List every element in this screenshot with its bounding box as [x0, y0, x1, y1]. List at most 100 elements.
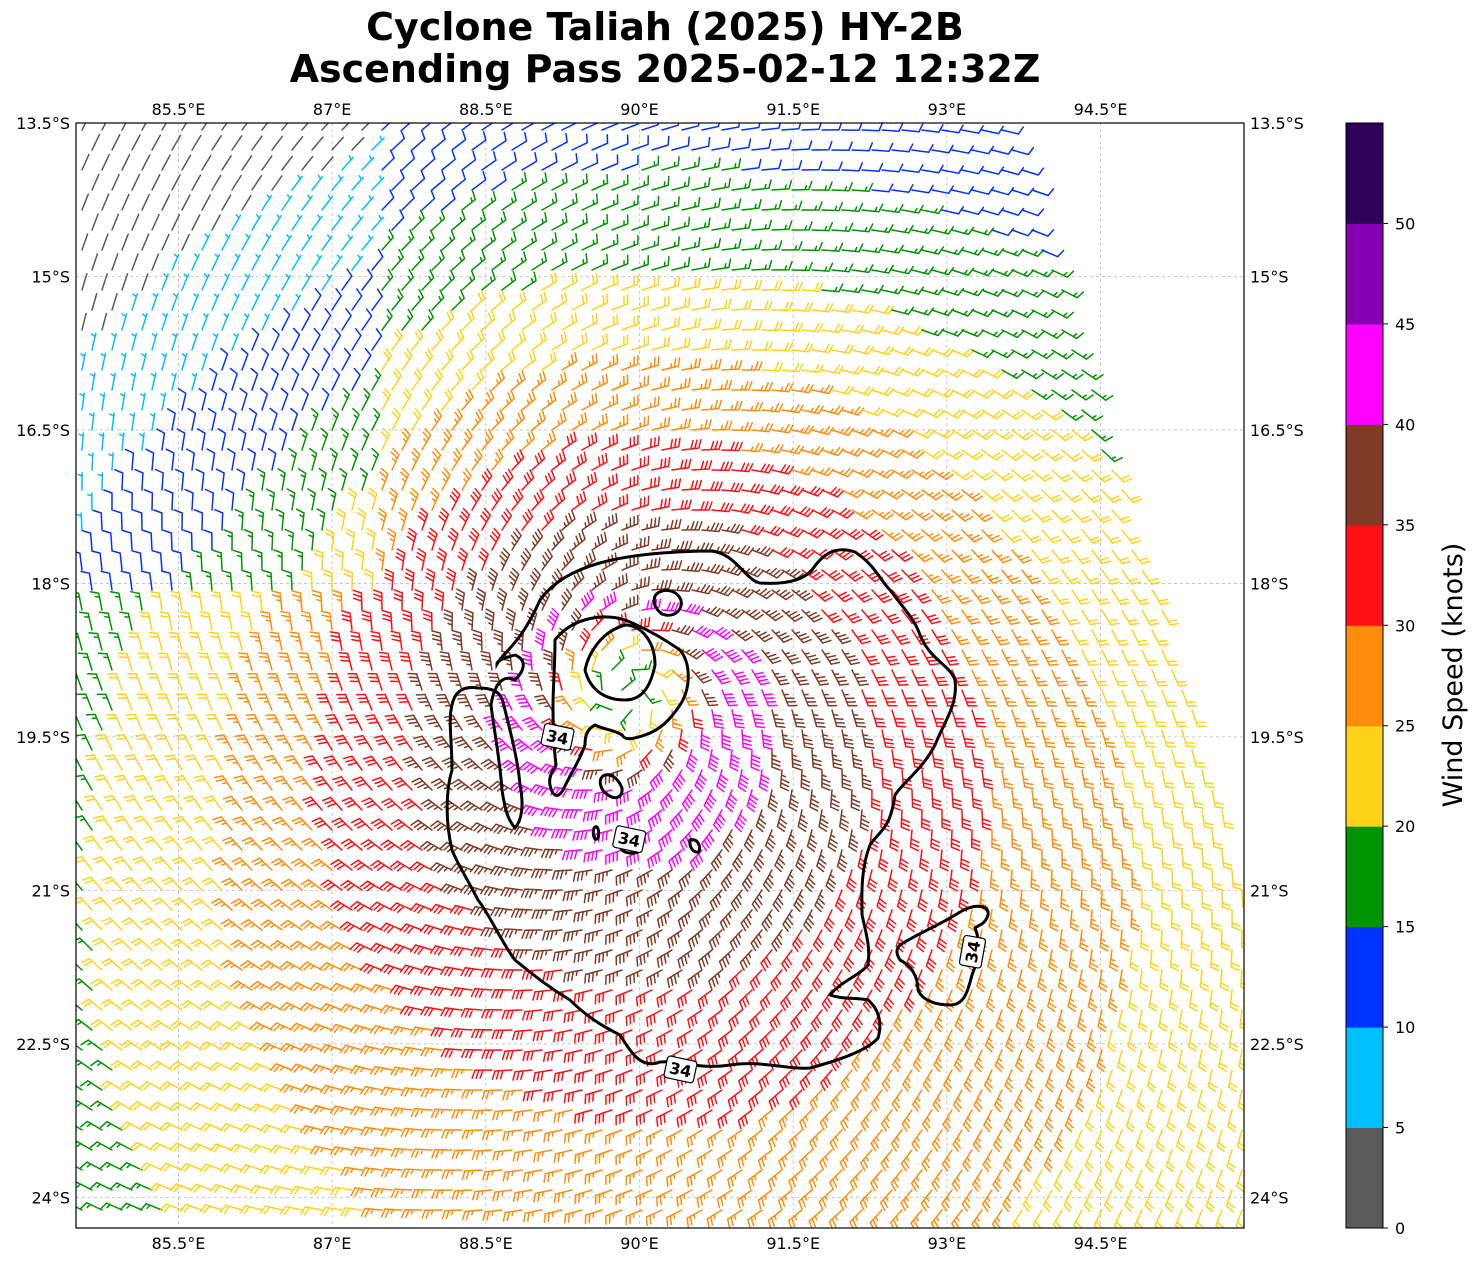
wind-barb-2244 — [299, 961, 323, 971]
wind-barb-1136 — [761, 567, 785, 579]
wind-barb-2759 — [76, 1140, 93, 1151]
wind-barb-2468 — [100, 1039, 123, 1051]
wind-barb-1963 — [530, 868, 553, 879]
wind-barb-34 — [761, 123, 781, 131]
wind-barb-1817 — [1081, 809, 1093, 830]
wind-barb-672 — [851, 386, 875, 396]
wind-barb-884 — [991, 469, 1014, 482]
wind-barb-2546 — [491, 1069, 513, 1080]
wind-barb-239 — [111, 213, 120, 231]
title-line-1: Cyclone Taliah (2025) HY-2B — [366, 5, 964, 49]
wind-barb-150 — [251, 175, 263, 191]
wind-barb-2780 — [492, 1149, 513, 1161]
wind-barb-172 — [691, 177, 711, 191]
wind-barb-2208 — [760, 949, 773, 972]
wind-barb-1706 — [1141, 769, 1155, 789]
wind-barb-2682 — [881, 1109, 893, 1132]
wind-barb-2638 — [1176, 1089, 1187, 1113]
wind-barb-1876 — [1111, 829, 1123, 851]
wind-barb-2021 — [520, 888, 543, 899]
wind-barb-293 — [221, 233, 231, 251]
wind-barb-2126 — [280, 919, 303, 931]
wind-barb-2255 — [521, 969, 543, 980]
wind-barb-2829 — [299, 1165, 323, 1176]
wind-barb-1299 — [771, 629, 793, 643]
wind-barb-2382 — [728, 1009, 743, 1030]
wind-barb-2931 — [1185, 1189, 1195, 1213]
wind-barb-688 — [140, 392, 146, 411]
wind-barb-2696 — [1166, 1109, 1176, 1133]
wind-barb-2600 — [400, 1087, 423, 1097]
wind-barb-1689 — [800, 769, 811, 792]
wind-barb-1460 — [701, 689, 719, 707]
wind-barb-1926 — [959, 849, 970, 872]
wind-barb-2385 — [790, 1009, 803, 1032]
wind-barb-2432 — [553, 1029, 573, 1043]
wind-barb-2121 — [180, 918, 203, 931]
wind-barb-2006 — [221, 877, 243, 891]
wind-barb-2223 — [1068, 949, 1078, 972]
colorbar-tick-label-9: 45 — [1395, 315, 1415, 334]
wind-barb-2196 — [511, 949, 533, 959]
contour-label-box-3 — [663, 1055, 698, 1084]
wind-barb-1322 — [128, 631, 143, 651]
wind-barb-2615 — [707, 1089, 723, 1109]
wind-barb-1264 — [1161, 609, 1180, 626]
wind-barb-1796 — [647, 809, 663, 830]
wind-barb-420 — [801, 282, 824, 292]
wind-barb-888 — [1071, 469, 1093, 483]
wind-barb-1312 — [1031, 629, 1050, 646]
wind-barb-1420 — [1011, 669, 1029, 687]
wind-barb-2054 — [1201, 889, 1212, 911]
wind-barb-630 — [1021, 369, 1045, 380]
wind-barb-1482 — [1141, 689, 1158, 707]
wind-barb-180 — [851, 182, 874, 192]
wind-barb-1284 — [463, 608, 474, 631]
wind-barb-998 — [112, 509, 123, 531]
wind-barb-1342 — [534, 628, 546, 651]
wind-barb-1109 — [212, 549, 223, 571]
contour-34-east — [895, 904, 990, 1007]
wind-barb-2915 — [859, 1189, 873, 1211]
colorbar-tick-label-7: 35 — [1395, 516, 1415, 535]
wind-barb-391 — [221, 273, 230, 291]
wind-barb-511 — [641, 315, 660, 331]
wind-barb-1191 — [791, 589, 814, 602]
wind-barb-926 — [781, 485, 805, 496]
wind-barb-1173 — [425, 568, 436, 591]
wind-barb-141 — [1021, 167, 1045, 176]
wind-barb-976 — [731, 503, 754, 514]
wind-barb-1549 — [225, 713, 243, 731]
wind-barb-2520 — [1157, 1049, 1167, 1073]
wind-barb-2045 — [1019, 889, 1030, 912]
wind-barb-1693 — [881, 769, 893, 791]
wind-barb-493 — [281, 307, 291, 331]
wind-barb-1995 — [1191, 869, 1202, 891]
wind-barb-1218 — [230, 590, 243, 611]
wind-barb-1081 — [731, 544, 755, 556]
wind-barb-2574 — [1065, 1069, 1075, 1093]
wind-barb-126 — [721, 158, 742, 171]
wind-barb-30 — [681, 123, 700, 131]
wind-barb-2275 — [935, 969, 945, 993]
wind-barb-1783 — [381, 797, 403, 811]
wind-barbs — [76, 123, 1244, 1228]
wind-barb-2683 — [901, 1109, 913, 1132]
wind-barb-2672 — [676, 1109, 693, 1128]
wind-barb-2816 — [1226, 1149, 1236, 1173]
wind-barb-1738 — [637, 789, 653, 810]
wind-barb-2409 — [90, 1019, 113, 1031]
wind-barb-2934 — [76, 1206, 83, 1211]
wind-barb-2971 — [808, 1209, 823, 1228]
wind-barb-2711 — [279, 1124, 303, 1134]
wind-barb-421 — [821, 283, 844, 293]
wind-barb-1142 — [881, 569, 903, 583]
wind-barb-726 — [901, 408, 925, 418]
wind-barb-1271 — [199, 611, 213, 631]
wind-barb-735 — [1081, 409, 1104, 422]
wind-barb-452 — [451, 289, 465, 311]
wind-barb-376 — [911, 266, 935, 275]
wind-barb-676 — [931, 388, 955, 398]
wind-barb-296 — [281, 234, 292, 251]
wind-barb-1985 — [989, 869, 1000, 892]
